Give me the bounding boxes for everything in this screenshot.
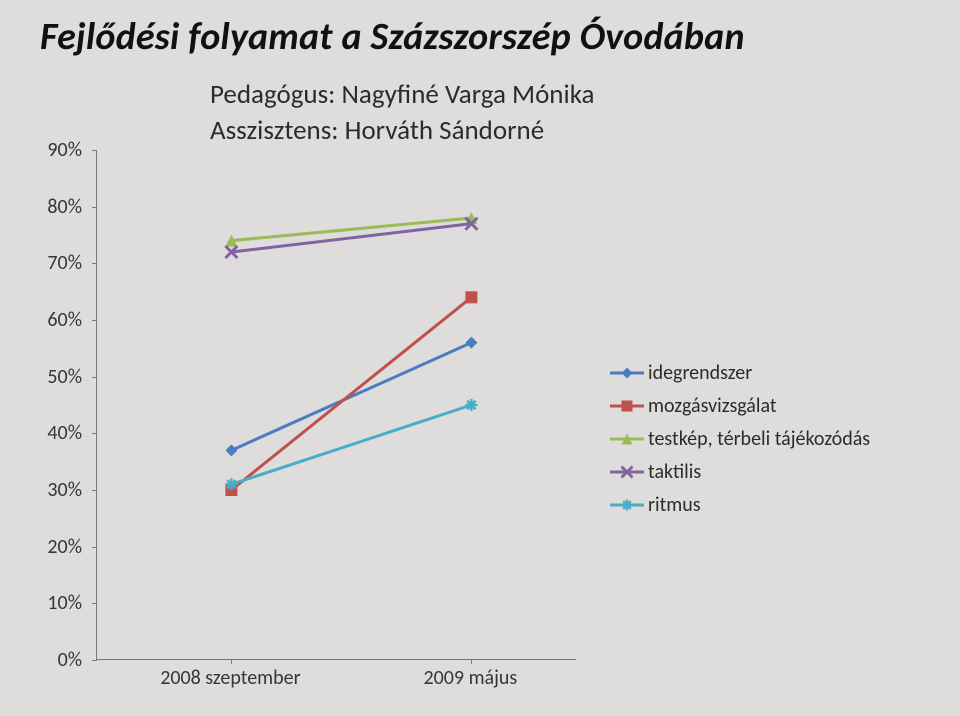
legend-swatch — [610, 430, 644, 448]
legend-swatch — [610, 397, 644, 415]
legend-label: mozgásvizsgálat — [648, 394, 777, 418]
legend-item-taktilis: taktilis — [610, 457, 870, 487]
series-line-ritmus — [231, 405, 471, 484]
legend-item-mozgasvizsgalat: mozgásvizsgálat — [610, 391, 870, 421]
y-tick-label: 80% — [47, 195, 82, 219]
legend: idegrendszer mozgásvizsgálat testkép, térb… — [610, 358, 870, 523]
legend-swatch — [610, 463, 644, 481]
x-tick — [231, 659, 232, 664]
legend-swatch — [610, 364, 644, 382]
y-tick-label: 50% — [47, 365, 82, 389]
y-tick — [92, 490, 97, 491]
series-line-mozgasvizsgalat — [231, 297, 471, 490]
plot-area — [96, 150, 576, 660]
legend-item-ritmus: ritmus — [610, 490, 870, 520]
y-tick-label: 0% — [58, 648, 82, 672]
y-tick-label: 90% — [47, 138, 82, 162]
legend-swatch — [610, 496, 644, 514]
y-tick — [92, 603, 97, 604]
y-tick-label: 20% — [47, 535, 82, 559]
legend-item-idegrendszer: idegrendszer — [610, 358, 870, 388]
y-tick — [92, 150, 97, 151]
y-tick-label: 30% — [47, 478, 82, 502]
legend-item-testkep: testkép, térbeli tájékozódás — [610, 424, 870, 454]
legend-label: taktilis — [648, 460, 701, 484]
subtitle-line-2: Asszisztens: Horváth Sándorné — [210, 114, 544, 147]
y-tick — [92, 320, 97, 321]
x-tick — [471, 659, 472, 664]
legend-label: idegrendszer — [648, 361, 752, 385]
chart-svg — [97, 150, 576, 659]
chart-container: 0%10%20%30%40%50%60%70%80%90% 2008 szept… — [40, 150, 920, 690]
y-tick — [92, 263, 97, 264]
series-line-idegrendszer — [231, 343, 471, 451]
y-tick-label: 10% — [47, 591, 82, 615]
y-tick-label: 40% — [47, 421, 82, 445]
y-tick — [92, 207, 97, 208]
slide: Fejlődési folyamat a Százszorszép Óvodáb… — [0, 0, 960, 716]
y-tick-label: 60% — [47, 308, 82, 332]
legend-label: ritmus — [648, 493, 701, 517]
page-title: Fejlődési folyamat a Százszorszép Óvodáb… — [40, 14, 745, 60]
y-tick — [92, 377, 97, 378]
subtitle-line-1: Pedagógus: Nagyfiné Varga Mónika — [210, 78, 594, 111]
y-tick — [92, 433, 97, 434]
y-tick — [92, 547, 97, 548]
y-axis-labels: 0%10%20%30%40%50%60%70%80%90% — [40, 150, 88, 690]
y-tick — [92, 660, 97, 661]
x-tick-label: 2009 május — [424, 666, 518, 690]
legend-label: testkép, térbeli tájékozódás — [648, 427, 870, 451]
y-tick-label: 70% — [47, 251, 82, 275]
x-tick-label: 2008 szeptember — [160, 666, 300, 690]
